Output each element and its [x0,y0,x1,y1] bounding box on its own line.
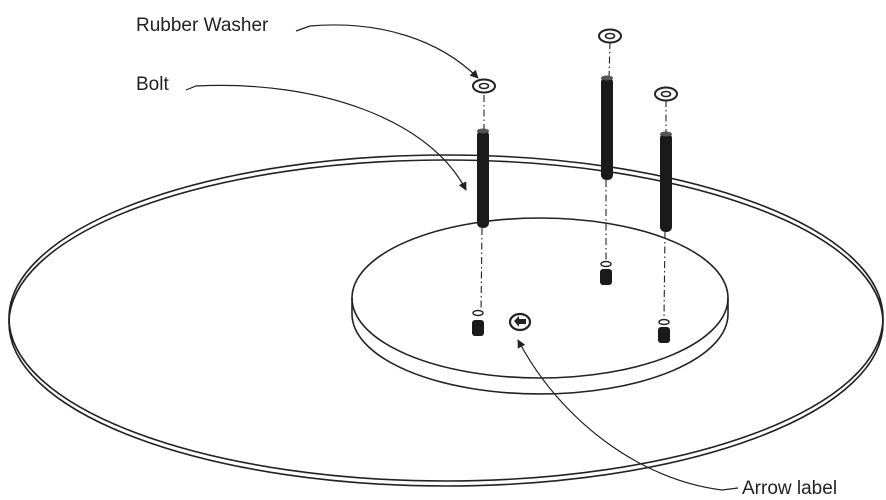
base-plate [351,217,729,395]
rubber-washer-3 [654,86,678,102]
callout-rubber-washer: Rubber Washer [136,15,269,36]
base-insert-1 [472,309,484,336]
bolt-3 [660,131,672,232]
bolt-1 [477,128,489,228]
callout-bolt: Bolt [136,74,169,95]
rubber-washer-2 [598,28,622,44]
rubber-washer-1 [472,78,496,94]
tabletop-disc [8,154,884,487]
leader-bolt [185,84,467,191]
callout-arrow-label: Arrow label [742,478,837,499]
base-insert-2 [600,260,612,285]
arrow-label-symbol [508,312,532,332]
leader-arrow-label [517,339,739,491]
bolt-2 [601,75,613,180]
base-insert-3 [658,318,670,343]
center-lines [480,41,667,319]
leader-rubber-washer [295,24,479,79]
